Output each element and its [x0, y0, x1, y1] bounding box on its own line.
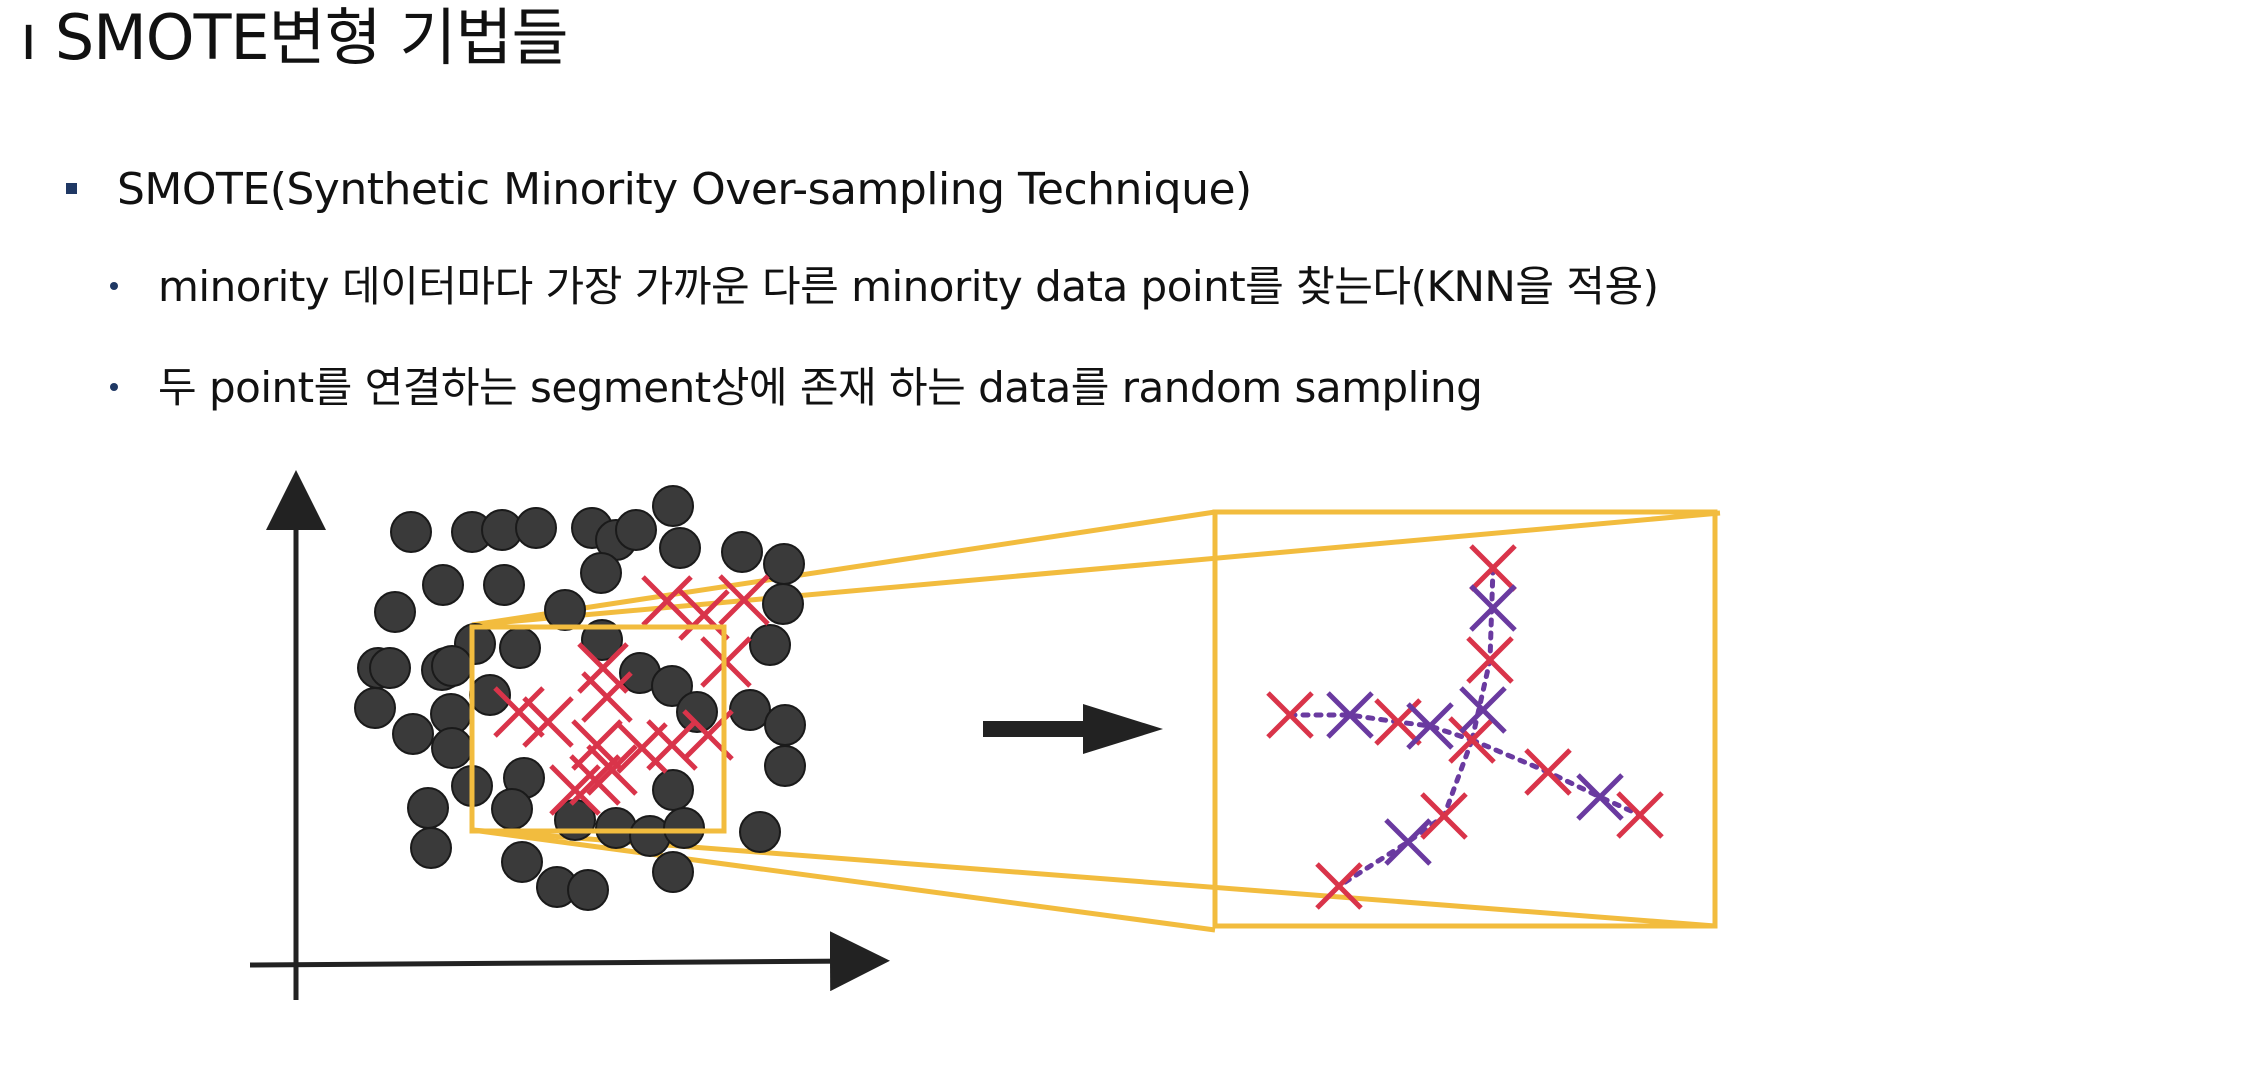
- zoomed-minority-points: [1266, 544, 1664, 910]
- majority-point: [374, 591, 416, 633]
- minority-cross: [1420, 792, 1468, 840]
- minority-cross: [1469, 544, 1517, 592]
- minority-cross: [586, 744, 638, 796]
- minority-cross: [646, 719, 698, 771]
- majority-point: [749, 624, 791, 666]
- majority-point: [422, 564, 464, 606]
- minority-cross: [1448, 716, 1496, 764]
- majority-point: [652, 851, 694, 893]
- majority-point: [515, 507, 557, 549]
- majority-point: [762, 583, 804, 625]
- minority-cross: [1616, 791, 1664, 839]
- majority-point: [615, 509, 657, 551]
- majority-point: [764, 745, 806, 787]
- bullet-text-1: SMOTE(Synthetic Minority Over-sampling T…: [117, 164, 1252, 215]
- segment-line: [1336, 737, 1475, 889]
- majority-point: [652, 769, 694, 811]
- minority-cross: [1524, 748, 1572, 796]
- majority-point: [483, 564, 525, 606]
- majority-point: [431, 727, 473, 769]
- synthetic-cross: [1459, 686, 1507, 734]
- majority-point: [491, 788, 533, 830]
- majority-point: [663, 807, 705, 849]
- minority-cross: [549, 764, 601, 816]
- minority-cross: [641, 575, 693, 627]
- majority-point: [721, 531, 763, 573]
- majority-point: [431, 645, 473, 687]
- majority-point: [354, 687, 396, 729]
- right-arrow-icon: [983, 704, 1163, 754]
- bullet-smote: SMOTE(Synthetic Minority Over-sampling T…: [66, 160, 1252, 220]
- minority-cross: [569, 754, 621, 806]
- minority-class-points: [493, 574, 770, 816]
- minority-cross: [1315, 862, 1363, 910]
- majority-point: [651, 665, 693, 707]
- majority-point: [659, 527, 701, 569]
- majority-point: [410, 827, 452, 869]
- minority-cross: [493, 686, 545, 738]
- majority-class-points: [354, 485, 806, 911]
- minority-cross: [1466, 636, 1514, 684]
- majority-point: [499, 627, 541, 669]
- majority-point: [763, 543, 805, 585]
- synthetic-points: [1326, 584, 1624, 866]
- synthetic-cross: [1384, 818, 1432, 866]
- minority-cross: [678, 589, 730, 641]
- majority-point: [544, 589, 586, 631]
- minority-cross: [522, 696, 574, 748]
- slide-title: ı SMOTE변형 기법들: [20, 1, 569, 74]
- synthetic-cross: [1576, 773, 1624, 821]
- bullet-sampling: 두 point를 연결하는 segment상에 존재 하는 data를 rand…: [110, 358, 1483, 418]
- majority-point: [729, 689, 771, 731]
- synthetic-cross: [1406, 702, 1454, 750]
- majority-point: [501, 841, 543, 883]
- minority-cross: [1266, 691, 1314, 739]
- xy-axes-icon: [249, 470, 890, 1000]
- majority-point: [392, 713, 434, 755]
- zoomed-view-box: [1212, 509, 1718, 929]
- square-bullet-icon: [66, 182, 77, 194]
- dot-bullet-icon: [110, 281, 118, 290]
- majority-point: [739, 811, 781, 853]
- synthetic-cross: [1469, 584, 1517, 632]
- minority-cross: [581, 671, 633, 723]
- majority-point: [567, 869, 609, 911]
- bullet-knn: minority 데이터마다 가장 가까운 다른 minority data p…: [110, 257, 1659, 317]
- majority-point: [369, 647, 411, 689]
- synthetic-cross: [1326, 691, 1374, 739]
- minority-cross: [718, 574, 770, 626]
- bullet-text-2: minority 데이터마다 가장 가까운 다른 minority data p…: [158, 262, 1659, 311]
- majority-point: [580, 552, 622, 594]
- zoom-region-box: [469, 624, 727, 834]
- majority-point: [652, 485, 694, 527]
- segment-line: [1469, 737, 1643, 818]
- majority-point: [390, 511, 432, 553]
- majority-point: [676, 691, 718, 733]
- dot-bullet-icon: [110, 382, 118, 391]
- majority-point: [581, 619, 623, 661]
- bullet-text-3: 두 point를 연결하는 segment상에 존재 하는 data를 rand…: [158, 363, 1483, 412]
- majority-point: [764, 704, 806, 746]
- majority-point: [407, 787, 449, 829]
